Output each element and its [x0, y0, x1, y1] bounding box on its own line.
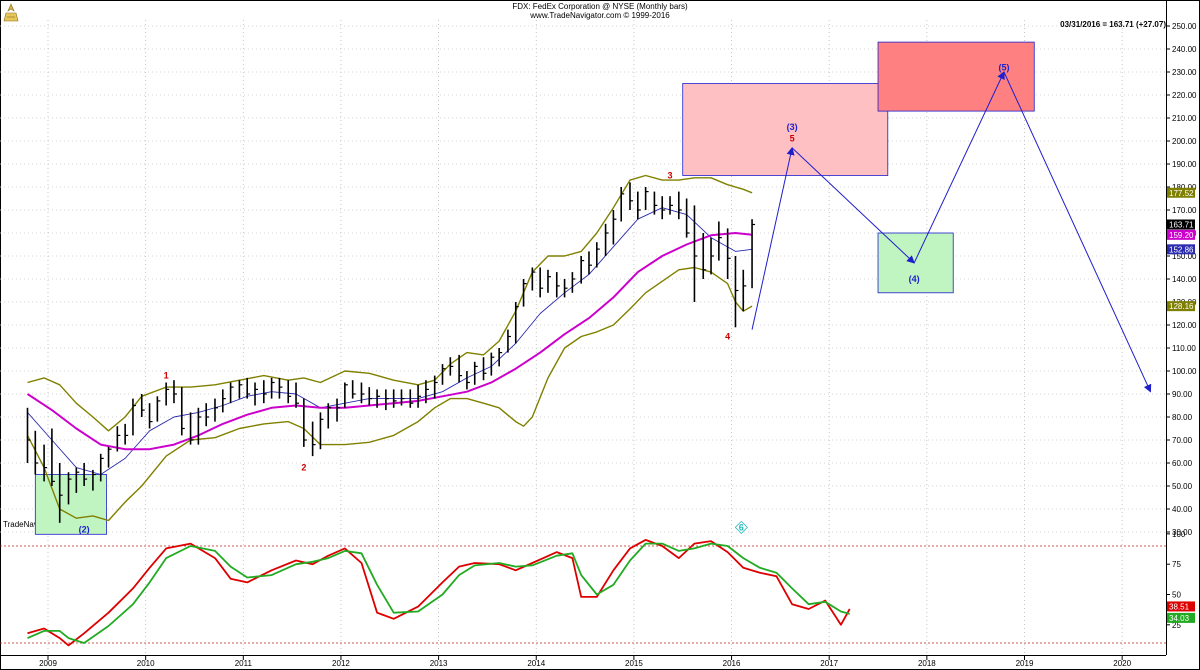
y-tick-label: 140.00	[1172, 275, 1197, 284]
y-tick-label: 220.00	[1172, 91, 1197, 100]
price-tag-box	[1167, 219, 1195, 230]
wave-label: 5	[790, 134, 795, 144]
chart-title: FDX: FedEx Corporation @ NYSE (Monthly b…	[512, 2, 688, 11]
wave-label: (3)	[787, 122, 798, 132]
price-tag-box	[1167, 187, 1195, 198]
stoch-y-tick-label: 50	[1172, 591, 1181, 600]
stoch-tag-label: 38.51	[1169, 602, 1190, 611]
y-tick-label: 80.00	[1172, 413, 1193, 422]
price-tag-label: 159.20	[1169, 231, 1194, 240]
wave-label: (5)	[998, 62, 1009, 72]
y-tick-label: 70.00	[1172, 436, 1193, 445]
y-tick-label: 40.00	[1172, 505, 1193, 514]
y-tick-label: 210.00	[1172, 114, 1197, 123]
x-tick-label: 2019	[1016, 659, 1034, 668]
stoch-tag-box	[1167, 601, 1195, 612]
y-tick-label: 180.00	[1172, 183, 1197, 192]
stoch-tag-box	[1167, 612, 1195, 623]
price-tag-label: 177.52	[1169, 189, 1194, 198]
trade-navigator-logo-icon	[3, 3, 19, 27]
target-box	[682, 83, 889, 176]
wave-label: 1	[164, 371, 169, 381]
price-tag-label: 152.86	[1169, 245, 1194, 254]
stoch-k-line	[27, 539, 851, 647]
moving-average-blue-line	[27, 207, 753, 475]
x-tick-label: 2011	[235, 659, 253, 668]
stoch-y-tick-label: 100	[1172, 530, 1186, 539]
projection-arrow	[791, 147, 915, 264]
projection-arrow	[751, 146, 795, 330]
y-tick-label: 190.00	[1172, 160, 1197, 169]
y-tick-label: 200.00	[1172, 137, 1197, 146]
wave-marker-diamond	[734, 520, 748, 534]
y-tick-label: 30.00	[1172, 528, 1193, 537]
bollinger-lower-line	[26, 266, 753, 522]
x-tick-label: 2009	[39, 659, 57, 668]
price-tag-box	[1167, 244, 1195, 255]
target-box	[877, 232, 954, 294]
price-tag-label: 128.16	[1169, 302, 1194, 311]
y-tick-label: 120.00	[1172, 321, 1197, 330]
y-tick-label: 150.00	[1172, 252, 1197, 261]
price-tag-box	[1167, 229, 1195, 240]
wave-label: (2)	[79, 525, 90, 535]
projection-arrow	[913, 71, 1005, 264]
wave-label: 2	[301, 463, 306, 473]
x-tick-label: 2015	[625, 659, 643, 668]
stoch-tag-label: 34.03	[1169, 614, 1190, 623]
wave-label: (4)	[909, 274, 920, 284]
projection-arrow	[1003, 71, 1152, 393]
stoch-d-line	[27, 542, 850, 644]
x-tick-label: 2016	[723, 659, 741, 668]
x-tick-label: 2018	[918, 659, 936, 668]
price-tag-label: 163.71	[1169, 220, 1194, 229]
y-tick-label: 60.00	[1172, 459, 1193, 468]
y-tick-label: 170.00	[1172, 206, 1197, 215]
x-tick-label: 2010	[137, 659, 155, 668]
chart-subtitle: www.TradeNavigator.com © 1999-2016	[530, 11, 670, 20]
x-tick-label: 2013	[430, 659, 448, 668]
wave-label: 6	[739, 522, 744, 532]
y-tick-label: 100.00	[1172, 367, 1197, 376]
y-tick-label: 230.00	[1172, 68, 1197, 77]
bollinger-upper-line	[27, 174, 753, 432]
target-box	[877, 41, 1035, 112]
y-tick-label: 50.00	[1172, 482, 1193, 491]
x-tick-label: 2020	[1113, 659, 1131, 668]
price-tag-box	[1167, 301, 1195, 312]
target-box	[34, 474, 107, 535]
wave-label: 3	[668, 171, 673, 181]
x-tick-label: 2017	[820, 659, 838, 668]
y-tick-label: 110.00	[1172, 344, 1196, 353]
last-quote: 03/31/2016 = 163.71 (+27.07)	[1060, 20, 1166, 29]
x-tick-label: 2012	[332, 659, 350, 668]
stoch-y-tick-label: 75	[1172, 560, 1181, 569]
x-tick-label: 2014	[527, 659, 545, 668]
stoch-y-tick-label: 25	[1172, 621, 1181, 630]
y-tick-label: 250.00	[1172, 22, 1197, 31]
y-tick-label: 240.00	[1172, 45, 1197, 54]
wave-label: 4	[725, 332, 730, 342]
y-tick-label: 90.00	[1172, 390, 1193, 399]
